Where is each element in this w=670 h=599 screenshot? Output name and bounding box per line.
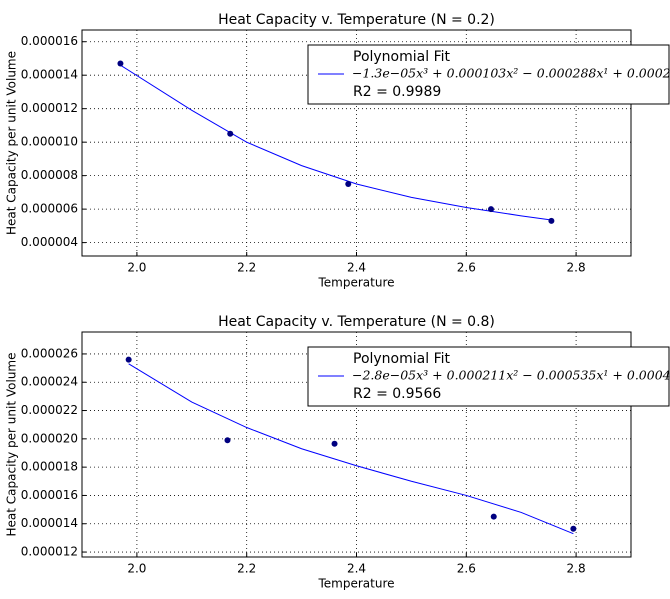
x-tick-label: 2.6 bbox=[457, 261, 476, 275]
x-tick-label: 2.2 bbox=[237, 562, 256, 576]
x-tick-label: 2.4 bbox=[347, 562, 366, 576]
data-point bbox=[488, 206, 495, 213]
x-axis-label: Temperature bbox=[317, 276, 394, 290]
fit-line bbox=[128, 363, 574, 535]
y-tick-label: 0.000020 bbox=[21, 431, 78, 445]
x-tick-label: 2.6 bbox=[457, 562, 476, 576]
legend-title: Polynomial Fit bbox=[353, 351, 450, 367]
x-axis-label: Temperature bbox=[317, 577, 394, 591]
x-tick-label: 2.0 bbox=[127, 562, 146, 576]
y-tick-label: 0.000026 bbox=[21, 346, 78, 360]
y-tick-label: 0.000016 bbox=[21, 34, 78, 48]
x-tick-label: 2.4 bbox=[347, 261, 366, 275]
y-tick-label: 0.000012 bbox=[21, 545, 78, 559]
x-tick-label: 2.2 bbox=[237, 261, 256, 275]
y-tick-label: 0.000024 bbox=[21, 375, 78, 389]
legend-label: −2.8e−05x³ + 0.000211x² − 0.000535x¹ + 0… bbox=[352, 368, 670, 383]
x-tick-label: 2.0 bbox=[127, 261, 146, 275]
y-tick-label: 0.000004 bbox=[21, 235, 78, 249]
chart-title: Heat Capacity v. Temperature (N = 0.8) bbox=[218, 314, 495, 330]
x-tick-label: 2.8 bbox=[567, 562, 586, 576]
legend-box bbox=[307, 346, 670, 407]
legend-note: R2 = 0.9566 bbox=[353, 386, 441, 402]
y-tick-label: 0.000014 bbox=[21, 68, 78, 82]
y-tick-label: 0.000012 bbox=[21, 101, 78, 115]
data-point bbox=[490, 513, 497, 520]
legend-title: Polynomial Fit bbox=[353, 49, 450, 65]
axes-frame bbox=[81, 29, 632, 257]
data-point bbox=[227, 130, 234, 137]
data-point bbox=[224, 437, 231, 444]
fit-line bbox=[120, 64, 552, 221]
data-point bbox=[345, 181, 352, 188]
legend-label: −1.3e−05x³ + 0.000103x² − 0.000288x¹ + 0… bbox=[352, 66, 670, 81]
x-tick-label: 2.8 bbox=[567, 261, 586, 275]
legend-note: R2 = 0.9989 bbox=[353, 84, 441, 100]
legend-box bbox=[307, 44, 670, 105]
axes-frame bbox=[81, 331, 632, 558]
y-tick-label: 0.000014 bbox=[21, 516, 78, 530]
y-tick-label: 0.000008 bbox=[21, 168, 78, 182]
data-point bbox=[125, 356, 132, 363]
data-point bbox=[570, 525, 577, 532]
y-axis-label: Heat Capacity per unit Volume bbox=[5, 51, 19, 235]
data-point bbox=[548, 217, 555, 224]
y-tick-label: 0.000016 bbox=[21, 488, 78, 502]
y-tick-label: 0.000006 bbox=[21, 202, 78, 216]
data-point bbox=[331, 440, 338, 447]
y-axis-label: Heat Capacity per unit Volume bbox=[5, 353, 19, 537]
data-point bbox=[117, 60, 124, 67]
y-tick-label: 0.000022 bbox=[21, 403, 78, 417]
chart-title: Heat Capacity v. Temperature (N = 0.2) bbox=[218, 12, 495, 28]
y-tick-label: 0.000010 bbox=[21, 135, 78, 149]
y-tick-label: 0.000018 bbox=[21, 460, 78, 474]
